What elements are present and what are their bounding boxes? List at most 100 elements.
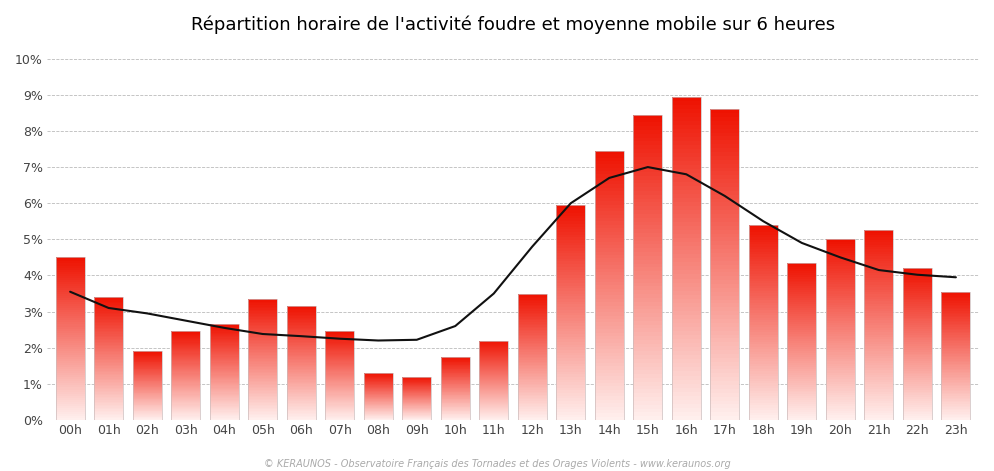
Bar xyxy=(826,348,855,350)
Bar xyxy=(210,406,239,407)
Bar xyxy=(865,337,894,340)
Bar xyxy=(787,418,816,420)
Bar xyxy=(787,271,816,273)
Bar xyxy=(711,140,740,144)
Bar xyxy=(287,382,316,383)
Bar xyxy=(826,406,855,409)
Bar xyxy=(56,385,84,388)
Bar xyxy=(903,341,931,342)
Bar xyxy=(903,331,931,333)
Bar xyxy=(865,276,894,278)
Bar xyxy=(787,296,816,298)
Bar xyxy=(903,310,931,312)
Bar xyxy=(171,391,200,392)
Bar xyxy=(594,339,624,342)
Bar xyxy=(94,305,123,306)
Bar xyxy=(826,248,855,251)
Bar xyxy=(287,329,316,330)
Bar xyxy=(56,367,84,369)
Bar xyxy=(403,383,431,384)
Bar xyxy=(440,385,470,386)
Bar xyxy=(325,396,354,397)
Bar xyxy=(210,326,239,328)
Bar xyxy=(325,355,354,356)
Bar xyxy=(557,299,585,302)
Bar xyxy=(133,404,162,405)
Bar xyxy=(594,353,624,356)
Bar xyxy=(325,336,354,337)
Bar xyxy=(711,137,740,140)
Bar xyxy=(133,376,162,377)
Bar xyxy=(557,245,585,248)
Bar xyxy=(171,354,200,355)
Bar xyxy=(826,375,855,377)
Bar xyxy=(210,409,239,410)
Bar xyxy=(594,279,624,282)
Bar xyxy=(594,268,624,272)
Bar xyxy=(364,414,393,415)
Bar xyxy=(903,285,931,287)
Bar xyxy=(518,341,547,342)
Bar xyxy=(826,314,855,316)
Bar xyxy=(748,308,777,310)
Bar xyxy=(787,292,816,294)
Bar xyxy=(748,317,777,320)
Bar xyxy=(672,267,701,270)
Bar xyxy=(287,345,316,346)
Bar xyxy=(479,379,508,380)
Bar xyxy=(903,416,931,418)
Bar xyxy=(941,364,970,365)
Bar xyxy=(787,302,816,304)
Bar xyxy=(56,418,84,420)
Bar xyxy=(287,398,316,400)
Bar xyxy=(748,257,777,259)
Bar xyxy=(440,359,470,360)
Bar xyxy=(672,210,701,214)
Bar xyxy=(56,302,84,304)
Bar xyxy=(248,363,277,364)
Bar xyxy=(210,340,239,341)
Bar xyxy=(403,396,431,397)
Bar xyxy=(94,409,123,411)
Bar xyxy=(440,369,470,370)
Bar xyxy=(594,289,624,292)
Bar xyxy=(865,323,894,325)
Bar xyxy=(903,289,931,291)
Bar xyxy=(325,410,354,411)
Bar xyxy=(941,345,970,346)
Bar xyxy=(865,259,894,261)
Bar xyxy=(248,302,277,303)
Bar xyxy=(903,367,931,369)
Bar xyxy=(711,195,740,199)
Bar xyxy=(287,320,316,322)
Bar xyxy=(94,400,123,402)
Bar xyxy=(903,369,931,371)
Bar xyxy=(903,359,931,361)
Bar xyxy=(287,376,316,377)
Bar xyxy=(787,330,816,332)
Bar xyxy=(133,398,162,399)
Bar xyxy=(826,264,855,267)
Bar xyxy=(672,242,701,246)
Bar xyxy=(287,313,316,315)
Bar xyxy=(633,390,662,393)
Bar xyxy=(748,383,777,386)
Bar xyxy=(364,375,393,376)
Bar xyxy=(865,354,894,356)
Bar xyxy=(594,204,624,208)
Bar xyxy=(787,365,816,367)
Bar xyxy=(287,412,316,413)
Bar xyxy=(518,334,547,336)
Bar xyxy=(826,418,855,420)
Bar xyxy=(711,389,740,393)
Bar xyxy=(325,339,354,341)
Bar xyxy=(711,261,740,265)
Bar xyxy=(133,353,162,354)
Bar xyxy=(941,418,970,420)
Bar xyxy=(941,298,970,300)
Bar xyxy=(171,370,200,371)
Bar xyxy=(287,315,316,316)
Bar xyxy=(287,374,316,376)
Bar xyxy=(287,348,316,349)
Bar xyxy=(403,380,431,381)
